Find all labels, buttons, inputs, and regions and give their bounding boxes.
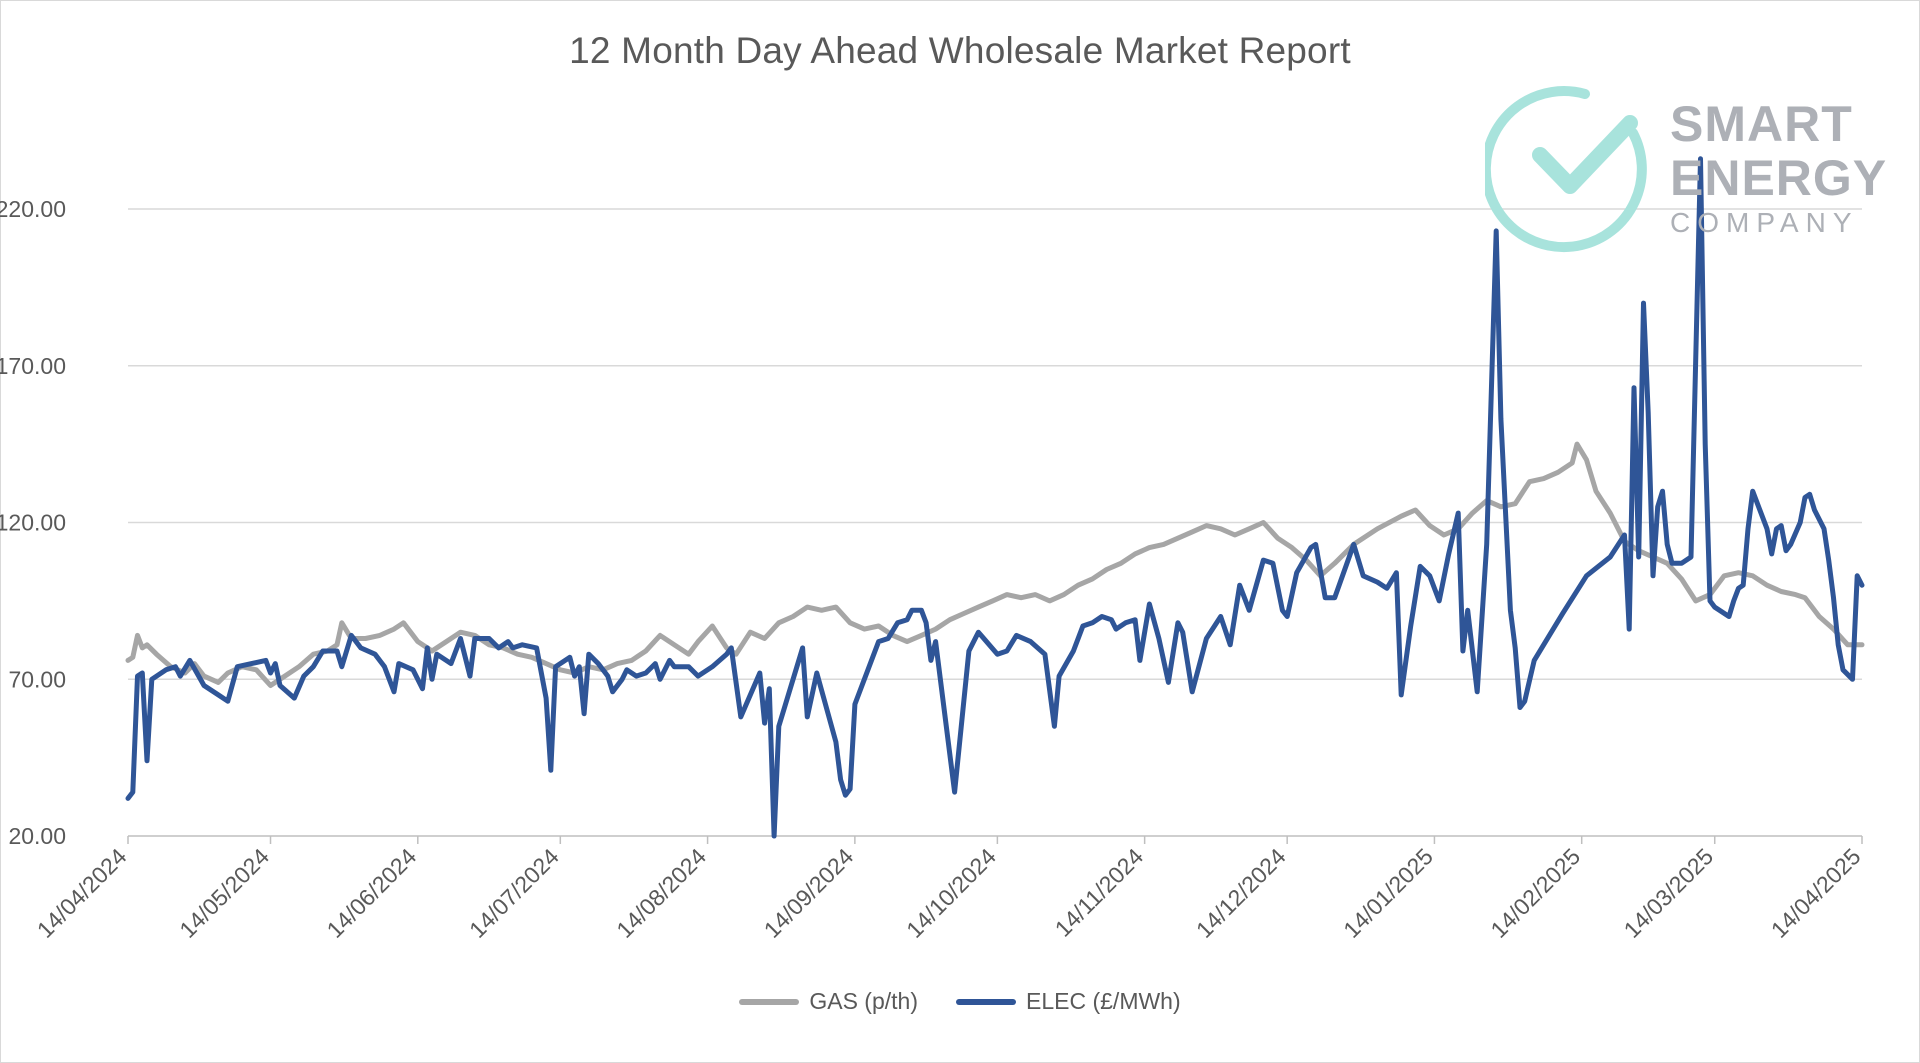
x-tick-label: 14/03/2025 [1618, 843, 1718, 943]
y-tick-label: 170.00 [0, 353, 66, 379]
checkmark-ring-icon [1485, 86, 1647, 253]
x-tick-label: 14/06/2024 [322, 843, 422, 943]
logo-word-energy: ENERGY [1670, 150, 1888, 206]
x-tick-label: 14/08/2024 [611, 843, 711, 943]
y-tick-label: 120.00 [0, 510, 66, 536]
x-tick-label: 14/09/2024 [759, 843, 859, 943]
x-tick-label: 14/02/2025 [1485, 843, 1585, 943]
logo-word-company: COMPANY [1670, 207, 1859, 238]
legend-item-gas: GAS (p/th) [739, 988, 918, 1015]
chart-legend: GAS (p/th) ELEC (£/MWh) [0, 988, 1920, 1015]
chart-title: 12 Month Day Ahead Wholesale Market Repo… [569, 30, 1351, 71]
logo-word-smart: SMART [1670, 96, 1853, 152]
y-tick-label: 70.00 [8, 666, 66, 692]
x-tick-label: 14/12/2024 [1191, 843, 1291, 943]
legend-label-gas: GAS (p/th) [809, 988, 918, 1014]
x-tick-label: 14/05/2024 [174, 843, 274, 943]
y-tick-label: 220.00 [0, 196, 66, 222]
legend-swatch-gas [739, 998, 800, 1005]
x-tick-label: 14/04/2025 [1766, 843, 1866, 943]
x-tick-label: 14/01/2025 [1338, 843, 1438, 943]
y-tick-label: 20.00 [8, 823, 66, 849]
legend-item-elec: ELEC (£/MWh) [956, 988, 1181, 1015]
x-tick-label: 14/07/2024 [464, 843, 564, 943]
smart-energy-logo: SMART ENERGY COMPANY [1485, 85, 1895, 255]
x-tick-label: 14/11/2024 [1050, 843, 1149, 942]
series-line-elec [125, 156, 1865, 839]
legend-swatch-elec [956, 998, 1016, 1005]
x-tick-label: 14/10/2024 [901, 843, 1001, 943]
x-tick-label: 14/04/2024 [32, 843, 132, 943]
legend-label-elec: ELEC (£/MWh) [1026, 988, 1181, 1014]
